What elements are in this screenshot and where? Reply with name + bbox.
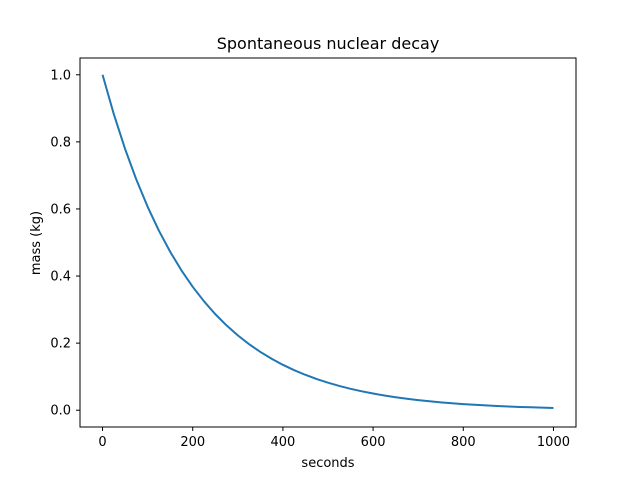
plot-area: [101, 74, 554, 409]
y-tick-label: 0.6: [50, 202, 71, 217]
chart-title: Spontaneous nuclear decay: [217, 34, 440, 53]
y-tick-label: 0.2: [50, 337, 71, 352]
y-axis-title: mass (kg): [29, 211, 44, 275]
x-tick-label: 600: [361, 435, 386, 450]
plot-frame: [79, 57, 577, 428]
y-tick-label: 1.0: [50, 68, 71, 83]
x-tick-label: 0: [98, 435, 106, 450]
x-tick-label: 200: [180, 435, 205, 450]
y-tick-label: 0.4: [50, 270, 71, 285]
x-tick-label: 400: [270, 435, 295, 450]
axes-layer: 0 200 400 600 800 1000 0.0 0.2 0.4 0.6 0.8 1.0: [50, 57, 577, 450]
x-tick-label: 1000: [537, 435, 570, 450]
x-tick-label: 800: [451, 435, 476, 450]
series-line-0: [101, 74, 554, 409]
y-tick-label: 0.8: [50, 135, 71, 150]
y-tick-label: 0.0: [50, 404, 71, 419]
x-axis-title: seconds: [301, 456, 354, 471]
